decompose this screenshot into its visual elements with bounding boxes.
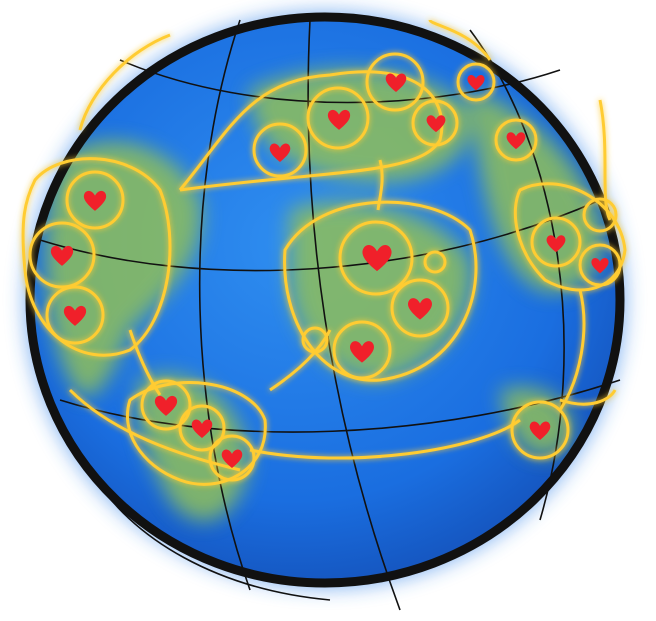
rings (21, 19, 627, 486)
sphere-outline (25, 12, 625, 588)
